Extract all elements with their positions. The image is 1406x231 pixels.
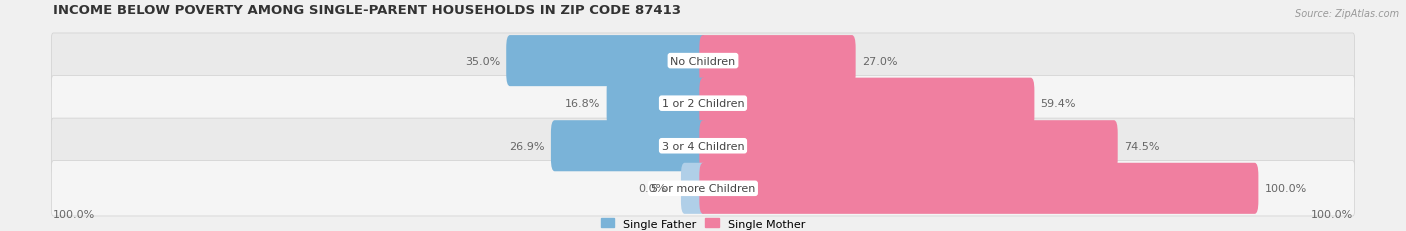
Text: 0.0%: 0.0% — [638, 183, 666, 194]
Text: 100.0%: 100.0% — [53, 209, 96, 219]
Text: Source: ZipAtlas.com: Source: ZipAtlas.com — [1295, 9, 1399, 19]
Text: 27.0%: 27.0% — [862, 56, 897, 66]
FancyBboxPatch shape — [551, 121, 707, 172]
FancyBboxPatch shape — [52, 34, 1354, 89]
Text: INCOME BELOW POVERTY AMONG SINGLE-PARENT HOUSEHOLDS IN ZIP CODE 87413: INCOME BELOW POVERTY AMONG SINGLE-PARENT… — [53, 4, 682, 17]
Text: 74.5%: 74.5% — [1123, 141, 1160, 151]
FancyBboxPatch shape — [52, 119, 1354, 174]
FancyBboxPatch shape — [52, 161, 1354, 216]
FancyBboxPatch shape — [699, 36, 856, 87]
Text: No Children: No Children — [671, 56, 735, 66]
FancyBboxPatch shape — [506, 36, 707, 87]
Text: 3 or 4 Children: 3 or 4 Children — [662, 141, 744, 151]
Text: 100.0%: 100.0% — [1310, 209, 1353, 219]
Text: 26.9%: 26.9% — [509, 141, 544, 151]
Text: 1 or 2 Children: 1 or 2 Children — [662, 99, 744, 109]
FancyBboxPatch shape — [699, 78, 1035, 129]
FancyBboxPatch shape — [699, 121, 1118, 172]
Text: 59.4%: 59.4% — [1040, 99, 1076, 109]
Text: 35.0%: 35.0% — [465, 56, 501, 66]
Text: 5 or more Children: 5 or more Children — [651, 183, 755, 194]
FancyBboxPatch shape — [52, 76, 1354, 131]
Text: 100.0%: 100.0% — [1264, 183, 1306, 194]
FancyBboxPatch shape — [699, 163, 1258, 214]
Legend: Single Father, Single Mother: Single Father, Single Mother — [600, 218, 806, 228]
FancyBboxPatch shape — [681, 163, 707, 214]
FancyBboxPatch shape — [606, 78, 707, 129]
Text: 16.8%: 16.8% — [565, 99, 600, 109]
